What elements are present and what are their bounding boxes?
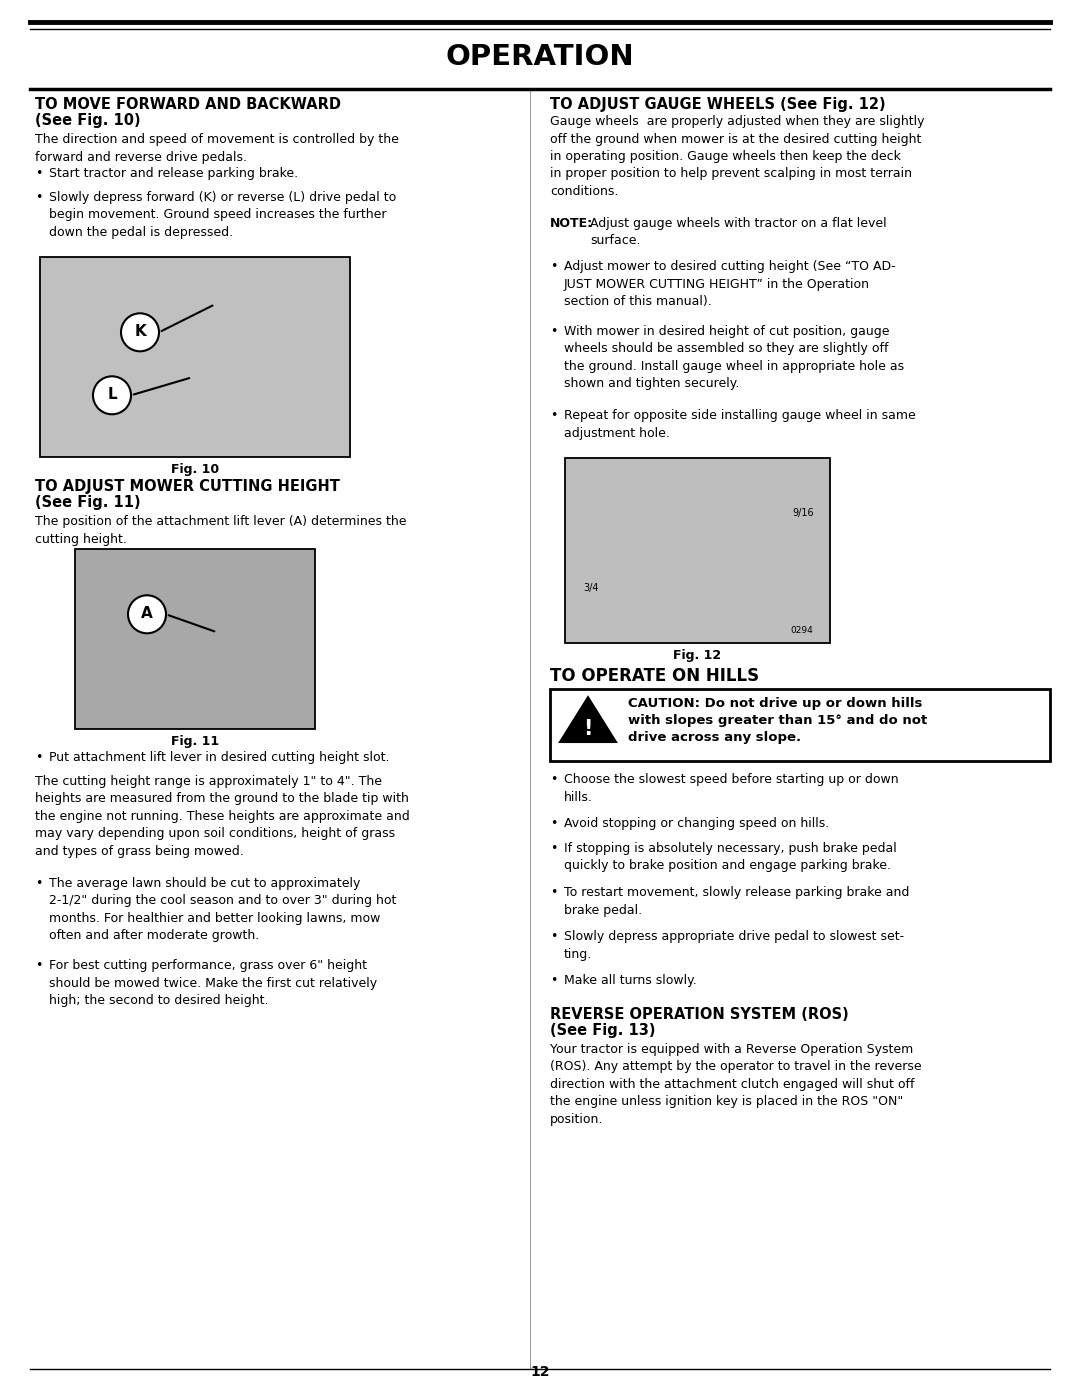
Text: •: •: [550, 324, 557, 338]
FancyBboxPatch shape: [75, 549, 315, 729]
Text: Your tractor is equipped with a Reverse Operation System
(ROS). Any attempt by t: Your tractor is equipped with a Reverse …: [550, 1044, 921, 1126]
Text: NOTE:: NOTE:: [550, 217, 593, 231]
Text: Fig. 12: Fig. 12: [674, 650, 721, 662]
Text: K: K: [134, 324, 146, 339]
Text: Adjust gauge wheels with tractor on a flat level
surface.: Adjust gauge wheels with tractor on a fl…: [590, 217, 887, 247]
Text: 0294: 0294: [789, 626, 813, 636]
Text: REVERSE OPERATION SYSTEM (ROS): REVERSE OPERATION SYSTEM (ROS): [550, 1007, 849, 1023]
Text: A: A: [141, 606, 153, 620]
Text: Avoid stopping or changing speed on hills.: Avoid stopping or changing speed on hill…: [564, 817, 829, 830]
Text: Fig. 10: Fig. 10: [171, 464, 219, 476]
Text: TO ADJUST GAUGE WHEELS (See Fig. 12): TO ADJUST GAUGE WHEELS (See Fig. 12): [550, 96, 886, 112]
Text: Slowly depress appropriate drive pedal to slowest set-
ting.: Slowly depress appropriate drive pedal t…: [564, 930, 904, 961]
Text: Adjust mower to desired cutting height (See “TO AD-
JUST MOWER CUTTING HEIGHT” i: Adjust mower to desired cutting height (…: [564, 260, 895, 307]
Text: •: •: [550, 974, 557, 988]
Text: TO OPERATE ON HILLS: TO OPERATE ON HILLS: [550, 668, 759, 685]
Text: Gauge wheels  are properly adjusted when they are slightly
off the ground when m: Gauge wheels are properly adjusted when …: [550, 115, 924, 198]
Circle shape: [93, 376, 131, 415]
Text: (See Fig. 11): (See Fig. 11): [35, 496, 140, 510]
Text: Repeat for opposite side installing gauge wheel in same
adjustment hole.: Repeat for opposite side installing gaug…: [564, 409, 916, 440]
Text: Make all turns slowly.: Make all turns slowly.: [564, 974, 697, 988]
Text: With mower in desired height of cut position, gauge
wheels should be assembled s: With mower in desired height of cut posi…: [564, 324, 904, 390]
Text: (See Fig. 10): (See Fig. 10): [35, 113, 140, 129]
Text: •: •: [550, 886, 557, 900]
Text: •: •: [550, 260, 557, 272]
Text: •: •: [550, 773, 557, 787]
Text: TO ADJUST MOWER CUTTING HEIGHT: TO ADJUST MOWER CUTTING HEIGHT: [35, 479, 340, 495]
Text: 12: 12: [530, 1365, 550, 1379]
Text: •: •: [35, 877, 42, 890]
Text: The average lawn should be cut to approximately
2-1/2" during the cool season an: The average lawn should be cut to approx…: [49, 877, 396, 942]
Text: If stopping is absolutely necessary, push brake pedal
quickly to brake position : If stopping is absolutely necessary, pus…: [564, 842, 896, 872]
Text: •: •: [35, 168, 42, 180]
Text: •: •: [550, 409, 557, 422]
Text: OPERATION: OPERATION: [446, 43, 634, 71]
Text: CAUTION: Do not drive up or down hills
with slopes greater than 15° and do not
d: CAUTION: Do not drive up or down hills w…: [627, 697, 928, 745]
Text: Start tractor and release parking brake.: Start tractor and release parking brake.: [49, 168, 298, 180]
FancyBboxPatch shape: [550, 689, 1050, 761]
Text: The position of the attachment lift lever (A) determines the
cutting height.: The position of the attachment lift leve…: [35, 515, 406, 546]
Text: •: •: [35, 752, 42, 764]
Text: The direction and speed of movement is controlled by the
forward and reverse dri: The direction and speed of movement is c…: [35, 133, 399, 163]
Text: The cutting height range is approximately 1" to 4". The
heights are measured fro: The cutting height range is approximatel…: [35, 775, 409, 858]
Text: •: •: [35, 190, 42, 204]
Text: •: •: [550, 842, 557, 855]
Text: Slowly depress forward (K) or reverse (L) drive pedal to
begin movement. Ground : Slowly depress forward (K) or reverse (L…: [49, 190, 396, 239]
Text: L: L: [107, 387, 117, 402]
Text: Choose the slowest speed before starting up or down
hills.: Choose the slowest speed before starting…: [564, 773, 899, 803]
Polygon shape: [561, 697, 616, 742]
Text: Fig. 11: Fig. 11: [171, 735, 219, 749]
Text: •: •: [35, 960, 42, 972]
Text: •: •: [550, 817, 557, 830]
Text: TO MOVE FORWARD AND BACKWARD: TO MOVE FORWARD AND BACKWARD: [35, 96, 341, 112]
Text: 9/16: 9/16: [792, 509, 813, 518]
Text: (See Fig. 13): (See Fig. 13): [550, 1023, 656, 1038]
Text: To restart movement, slowly release parking brake and
brake pedal.: To restart movement, slowly release park…: [564, 886, 909, 916]
Text: 3/4: 3/4: [583, 583, 598, 594]
Text: For best cutting performance, grass over 6" height
should be mowed twice. Make t: For best cutting performance, grass over…: [49, 960, 377, 1007]
Text: Put attachment lift lever in desired cutting height slot.: Put attachment lift lever in desired cut…: [49, 752, 390, 764]
Circle shape: [121, 313, 159, 351]
FancyBboxPatch shape: [40, 257, 350, 457]
Circle shape: [129, 595, 166, 633]
FancyBboxPatch shape: [565, 458, 831, 643]
Text: •: •: [550, 930, 557, 943]
Text: !: !: [583, 719, 593, 739]
